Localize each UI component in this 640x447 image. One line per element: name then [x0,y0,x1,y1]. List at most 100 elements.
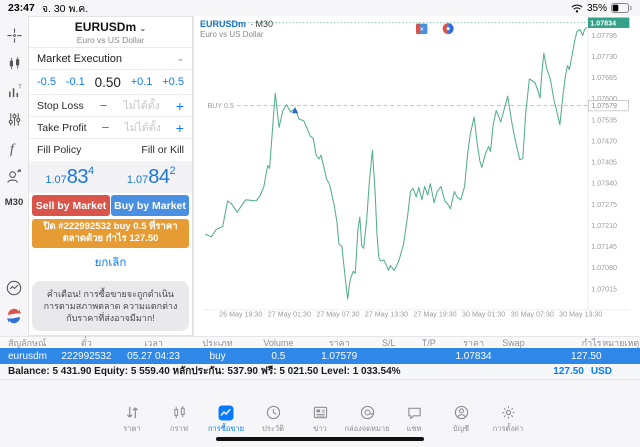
tab-accounts[interactable]: บัญชี [438,404,485,435]
candlestick-icon[interactable] [7,56,22,71]
col-header: เวลา [144,338,163,348]
position-row-selected[interactable]: eurusdm 222992532 05.27 04:23 buy 0.5 1.… [0,348,640,364]
symbol-description: Euro vs US Dollar [76,35,145,45]
time-axis-label: 27 May 13:30 [365,310,408,318]
chart-tools-rail: T f M30 [0,16,28,336]
time-axis-label: 27 May 19:30 [413,310,456,318]
volume-minus-05-button[interactable]: -0.5 [37,76,56,88]
time-axis-label: 30 May 01:30 [462,310,505,318]
position-time: 05.27 04:23 [127,350,180,362]
volume-minus-01-button[interactable]: -0.1 [65,76,85,88]
function-icon[interactable]: f [8,140,21,156]
price-axis-tick: 1.07600 [591,95,617,103]
indicators-icon[interactable]: T [7,84,22,99]
account-summary-row: Balance: 5 431.90 Equity: 5 559.40 หลักป… [0,364,640,380]
col-header: สัญลักษณ์ [8,338,47,348]
stop-loss-minus-button[interactable]: − [99,98,108,113]
tab-chat[interactable]: แชท [391,404,438,435]
cancel-button[interactable]: ยกเลิก [94,256,127,269]
svg-text:f: f [10,142,16,156]
volume-plus-01-button[interactable]: +0.1 [130,76,153,88]
position-current-price: 1.07834 [455,350,492,362]
volume-plus-05-button[interactable]: +0.5 [162,76,184,88]
tab-history[interactable]: ประวัติ [250,404,297,435]
close-position-button[interactable]: ปิด #222992532 buy 0.5 ที่ราคาตลาดด้วย ก… [32,219,189,248]
trade-icon [218,404,234,421]
symbol-header[interactable]: EURUSDm ⌄ Euro vs US Dollar [29,17,192,48]
position-type: buy [209,350,226,362]
crosshair-icon[interactable] [6,28,22,43]
take-profit-value[interactable]: ไม่ได้ตั้ง [124,122,161,134]
execution-mode-select[interactable]: Market Execution ⌄ [29,48,192,70]
trader-profile-icon[interactable] [6,169,22,184]
col-header: หมายเหตุ [602,338,640,348]
position-symbol: eurusdm [8,350,47,362]
svg-text:T: T [18,85,22,91]
profit-value: 127.50 [553,366,584,377]
price-chart[interactable]: 1.07795 1.07730 1.07665 1.07600 1.07535 1.074… [193,16,640,336]
price-axis-tick: 1.07275 [591,201,617,209]
current-price-text: 1.07834 [590,19,616,27]
tab-settings[interactable]: การตั้งค่า [485,404,532,435]
volume-value[interactable]: 0.50 [94,74,121,90]
tab-quotes[interactable]: ราคา [109,404,156,435]
position-volume: 0.5 [271,350,286,362]
price-axis-tick: 1.07535 [591,116,617,124]
position-reverse-icon[interactable] [442,23,454,35]
current-price-chip [587,17,630,28]
take-profit-plus-button[interactable]: + [175,119,184,136]
take-profit-minus-button[interactable]: − [101,120,110,135]
stop-loss-value[interactable]: ไม่ได้ตั้ง [123,100,160,112]
price-axis-tick: 1.07340 [591,180,617,188]
stop-loss-row: Stop Loss − ไม่ได้ตั้ง + [29,95,192,117]
price-axis-tick: 1.07665 [591,74,617,82]
volume-stepper: -0.5 -0.1 0.50 +0.1 +0.5 [29,70,192,95]
stop-loss-plus-button[interactable]: + [175,97,184,114]
timeframe-selector[interactable]: M30 [4,197,24,208]
col-header: ราคา [463,338,485,348]
trade-buttons: Sell by Market Buy by Market [32,195,189,216]
settings-gear-icon [501,404,516,421]
position-open-price-text: 1.07579 [591,102,617,110]
mt-logo-icon[interactable] [6,308,22,324]
market-warning-note: คำเตือน! การซื้อขายจะถูกดำเนินการตามสภาพ… [32,280,189,332]
chat-bubble-icon [407,404,422,421]
col-header: ตั๋ว [80,338,92,348]
position-close-icon[interactable]: × [416,23,428,35]
tab-mailbox[interactable]: กล่องจดหมาย [344,404,391,435]
buy-entry-marker [292,107,299,114]
status-bar: 23:47 จ. 30 พ.ค. 35% [0,0,640,16]
quotes-arrows-icon [125,404,140,421]
stats-circle-icon[interactable] [6,280,22,296]
price-axis-tick: 1.07210 [591,222,617,230]
news-icon [313,404,328,421]
time-axis-label: 30 May 07:30 [511,310,554,318]
col-header: ราคา [328,338,350,348]
price-axis-tick: 1.07015 [591,285,617,293]
stop-loss-label: Stop Loss [37,99,84,112]
tab-news[interactable]: ข่าว [297,404,344,435]
home-indicator[interactable] [216,437,424,441]
chart-area[interactable] [193,16,640,336]
take-profit-row: Take Profit − ไม่ได้ตั้ง + [29,117,192,139]
sell-by-market-button[interactable]: Sell by Market [32,195,110,216]
price-axis-tick: 1.07080 [591,264,617,272]
bid-price: 1.07834 [45,165,95,188]
col-header: S/L [382,338,396,348]
fill-policy-row[interactable]: Fill Policy Fill or Kill [29,139,192,161]
tab-charts[interactable]: กราฟ [156,404,203,435]
buy-by-market-button[interactable]: Buy by Market [111,195,189,216]
chevron-down-icon: ⌄ [139,24,147,33]
account-person-icon [454,404,469,421]
position-profit: 127.50 [570,350,602,362]
price-line-series [205,27,588,300]
price-axis-tick: 1.07795 [591,32,617,40]
tab-trade-active[interactable]: การซื้อขาย [203,404,250,435]
objects-sliders-icon[interactable] [7,112,22,127]
time-axis-label: 30 May 13:30 [559,310,602,318]
col-header: Volume [263,338,294,348]
position-open-price-chip [588,100,629,112]
battery-icon [611,3,632,13]
take-profit-label: Take Profit [37,121,87,134]
status-date: จ. 30 พ.ค. [41,2,89,15]
